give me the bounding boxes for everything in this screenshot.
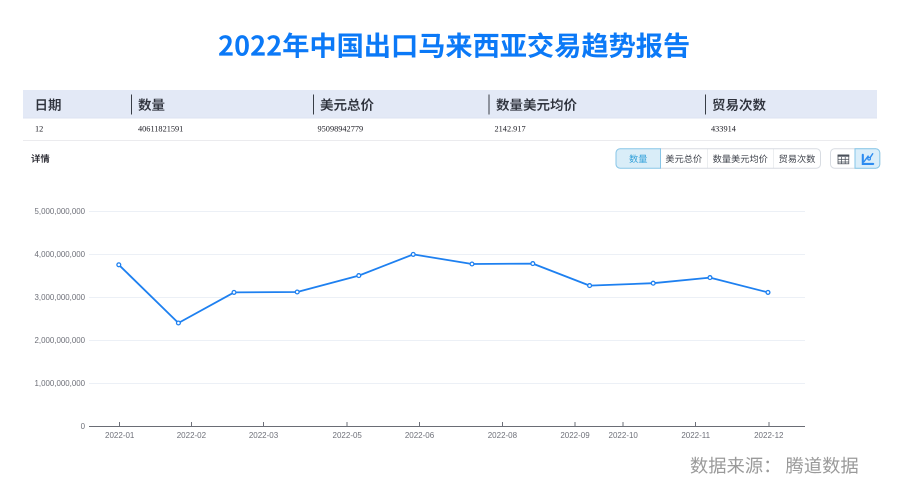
svg-text:2022-11: 2022-11	[681, 431, 710, 440]
svg-text:4,000,000,000: 4,000,000,000	[35, 250, 86, 259]
svg-text:1,000,000,000: 1,000,000,000	[35, 379, 86, 388]
svg-text:2022-10: 2022-10	[609, 431, 639, 440]
svg-text:2022-12: 2022-12	[754, 431, 784, 440]
svg-text:2022-02: 2022-02	[177, 431, 207, 440]
svg-text:5,000,000,000: 5,000,000,000	[35, 207, 86, 216]
svg-text:0: 0	[81, 422, 86, 431]
svg-text:433914: 433914	[711, 125, 737, 134]
svg-text:2022-05: 2022-05	[333, 431, 363, 440]
svg-text:2142.917: 2142.917	[495, 125, 526, 134]
svg-text:3,000,000,000: 3,000,000,000	[35, 293, 86, 302]
svg-text:12: 12	[35, 125, 43, 134]
svg-text:2022-03: 2022-03	[249, 431, 279, 440]
svg-text:2022-09: 2022-09	[560, 431, 590, 440]
svg-text:2,000,000,000: 2,000,000,000	[35, 336, 86, 345]
svg-text:40611821591: 40611821591	[138, 125, 183, 134]
svg-text:2022-01: 2022-01	[105, 431, 135, 440]
svg-text:2022-06: 2022-06	[405, 431, 435, 440]
svg-text:2022-08: 2022-08	[488, 431, 518, 440]
svg-text:95098942779: 95098942779	[318, 125, 364, 134]
